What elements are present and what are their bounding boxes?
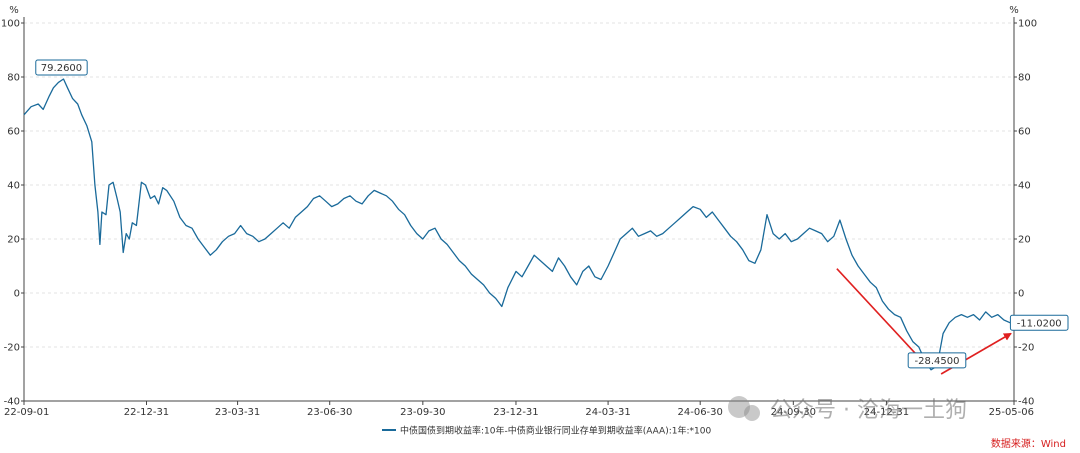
- legend: 中债国债到期收益率:10年-中债商业银行同业存单到期收益率(AAA):1年:*1…: [382, 425, 711, 437]
- callout-label: 79.2600: [41, 63, 82, 74]
- watermark: 公众号 · 沧海一土狗: [728, 396, 967, 423]
- x-tick-label: 25-05-06: [989, 407, 1034, 418]
- x-tick-label: 24-03-31: [585, 407, 630, 418]
- series-line: [23, 78, 1015, 371]
- callout-box: [35, 59, 88, 76]
- y-tick-label-left: 40: [7, 181, 20, 192]
- x-tick-label: 23-03-31: [215, 407, 260, 418]
- y-tick-label-left: 100: [1, 19, 20, 30]
- wechat-icon: [728, 396, 750, 418]
- y-tick-label-left: 0: [14, 289, 20, 300]
- x-tick-label: 23-06-30: [307, 407, 352, 418]
- y-unit-right: %: [1009, 5, 1019, 16]
- watermark-text: 公众号 · 沧海一土狗: [770, 398, 967, 423]
- gridlines: [24, 22, 1014, 348]
- y-unit-left: %: [9, 5, 19, 16]
- y-tick-label-left: -20: [4, 343, 20, 354]
- y-tick-label-left: 20: [7, 235, 20, 246]
- y-tick-label-right: 60: [1018, 127, 1031, 138]
- y-tick-label-right: 20: [1018, 235, 1031, 246]
- y-tick-label-left: 60: [7, 127, 20, 138]
- x-tick-label: 23-09-30: [400, 407, 445, 418]
- x-tick-label: 22-12-31: [124, 407, 169, 418]
- y-tick-label-right: 100: [1018, 19, 1037, 30]
- callouts: 79.2600 -28.4500 -11.0200: [35, 59, 1069, 369]
- x-tick-label: 24-12-31: [864, 407, 909, 418]
- axes: -40 -40 -20 -20 0 0 20 20 40 40 60 60 80 80 100 100% % 22…: [1, 5, 1037, 418]
- annotation-arrow: [836, 268, 928, 367]
- callout-label: -11.0200: [1017, 318, 1062, 329]
- wechat-icon-bubble: [744, 405, 760, 421]
- callout-box: [1009, 314, 1069, 331]
- x-tick-label: 24-06-30: [678, 407, 723, 418]
- source-label: 数据来源：Wind: [991, 437, 1066, 450]
- y-tick-label-right: -20: [1018, 343, 1034, 354]
- y-tick-label-left: 80: [7, 73, 20, 84]
- y-tick-label-left: -40: [4, 397, 20, 408]
- x-tick-label: 24-09-30: [771, 407, 816, 418]
- y-tick-label-right: 80: [1018, 73, 1031, 84]
- y-tick-label-right: 0: [1018, 289, 1024, 300]
- callout-label: -28.4500: [915, 356, 960, 367]
- x-tick-label: 22-09-01: [4, 407, 49, 418]
- y-tick-label-right: -40: [1018, 397, 1034, 408]
- callout-box: [907, 352, 967, 369]
- x-tick-label: 23-12-31: [493, 407, 538, 418]
- y-tick-label-right: 40: [1018, 181, 1031, 192]
- series-group: [23, 78, 1015, 371]
- legend-label: 中债国债到期收益率:10年-中债商业银行同业存单到期收益率(AAA):1年:*1…: [400, 425, 711, 437]
